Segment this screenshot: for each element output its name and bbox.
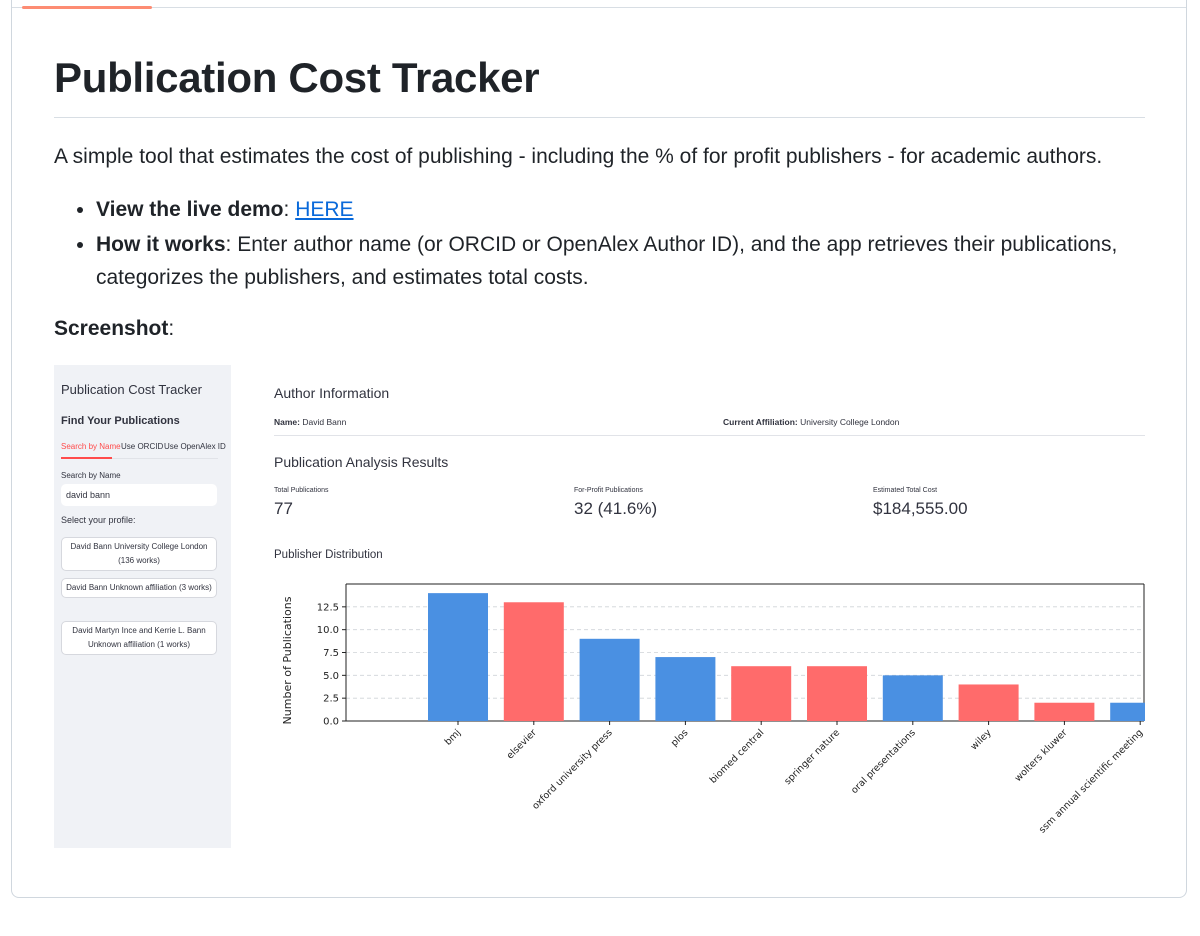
profile-label: Select your profile: <box>61 515 136 525</box>
bullet-label: How it works <box>96 233 226 256</box>
tab-use-orcid[interactable]: Use ORCID <box>121 442 164 451</box>
app-screenshot: Publication Cost Tracker Find Your Publi… <box>54 365 1145 848</box>
metric-value-total: 77 <box>274 499 293 518</box>
bar-wolters-kluwer <box>1034 702 1095 721</box>
bar-oxford-university-press <box>579 638 640 721</box>
bar-bmj <box>428 593 488 721</box>
profile-button-2[interactable]: David Bann Unknown affiliation (3 works) <box>61 578 217 598</box>
active-tab-indicator <box>22 6 152 9</box>
x-tick-label: wolters kluwer <box>1013 727 1070 784</box>
bullet-separator: : <box>225 233 238 256</box>
x-tick-label: wiley <box>969 727 994 752</box>
y-tick-label: 10.0 <box>317 625 339 636</box>
search-label: Search by Name <box>61 471 121 480</box>
list-item: View the live demo: HERE <box>96 193 1144 226</box>
metric-label-cost: Estimated Total Cost <box>873 487 938 494</box>
author-divider <box>274 435 1145 436</box>
x-tick-label: plos <box>669 727 691 749</box>
author-info-title: Author Information <box>274 385 390 401</box>
bar-plos <box>655 657 716 721</box>
author-name-key: Name: <box>274 417 300 427</box>
y-axis-label: Number of Publications <box>281 596 294 724</box>
y-tick-label: 0.0 <box>323 717 339 728</box>
profile-button-1[interactable]: David Bann University College London (13… <box>61 537 217 571</box>
bar-wiley <box>958 684 1019 721</box>
y-tick-label: 5.0 <box>323 671 339 682</box>
top-border-line <box>11 7 1187 8</box>
author-affiliation-key: Current Affiliation: <box>723 417 798 427</box>
tab-baseline <box>61 458 218 459</box>
app-sidebar: Publication Cost Tracker Find Your Publi… <box>54 365 231 848</box>
x-tick-label: oxford university press <box>530 727 615 812</box>
y-tick-label: 2.5 <box>323 694 339 705</box>
list-item: How it works: Enter author name (or ORCI… <box>96 228 1144 294</box>
readme-card <box>11 0 1187 898</box>
author-name-value: David Bann <box>302 417 347 427</box>
screenshot-colon: : <box>168 317 175 340</box>
y-tick-label: 7.5 <box>323 648 339 659</box>
bar-biomed-central <box>731 666 792 721</box>
x-tick-label: springer nature <box>782 727 842 787</box>
page-title: Publication Cost Tracker <box>54 54 540 101</box>
screenshot-heading: Screenshot: <box>54 314 174 344</box>
x-tick-label: oral presentations <box>849 727 918 796</box>
bar-elsevier <box>503 602 564 721</box>
publisher-distribution-chart: 0.0 2.5 5.0 7.5 10.0 12.5 Number of Publicatio… <box>281 583 1145 836</box>
bullet-text: Enter author name (or ORCID or OpenAlex … <box>96 233 1118 289</box>
author-affiliation: Current Affiliation: University College … <box>723 417 899 427</box>
active-tab-underline <box>61 457 112 459</box>
x-tick-label: biomed central <box>708 727 767 786</box>
distribution-title: Publisher Distribution <box>274 549 383 561</box>
x-tick-label: elsevier <box>505 727 539 761</box>
search-input[interactable]: david bann <box>61 484 217 506</box>
metric-value-for-profit: 32 (41.6%) <box>574 499 658 518</box>
screenshot-label: Screenshot <box>54 317 169 340</box>
author-name: Name: David Bann <box>274 417 346 427</box>
live-demo-link[interactable]: HERE <box>295 198 354 221</box>
metric-value-cost: $184,555.00 <box>873 499 968 518</box>
author-affiliation-value: University College London <box>800 417 900 427</box>
bar-oral-presentations <box>882 675 943 721</box>
bullet-label: View the live demo <box>96 198 284 221</box>
sidebar-title: Publication Cost Tracker <box>61 382 202 397</box>
bar-ssm-annual-scientific-meeting <box>1110 702 1145 721</box>
y-tick-label: 12.5 <box>317 602 339 613</box>
tab-use-openalex-id[interactable]: Use OpenAlex ID <box>164 442 226 451</box>
results-title: Publication Analysis Results <box>274 454 449 470</box>
metric-label-for-profit: For-Profit Publications <box>574 487 643 494</box>
tab-search-by-name[interactable]: Search by Name <box>61 442 121 451</box>
intro-text: A simple tool that estimates the cost of… <box>54 145 1103 168</box>
title-divider <box>54 117 1145 118</box>
feature-list: View the live demo: HERE How it works: E… <box>54 193 1144 296</box>
bar-springer-nature <box>807 666 867 721</box>
profile-button-3[interactable]: David Martyn Ince and Kerrie L. Bann Unk… <box>61 621 217 655</box>
sidebar-subtitle: Find Your Publications <box>61 415 180 427</box>
bullet-separator: : <box>283 198 296 221</box>
x-tick-label: bmj <box>443 727 463 747</box>
metric-label-total: Total Publications <box>274 487 329 494</box>
